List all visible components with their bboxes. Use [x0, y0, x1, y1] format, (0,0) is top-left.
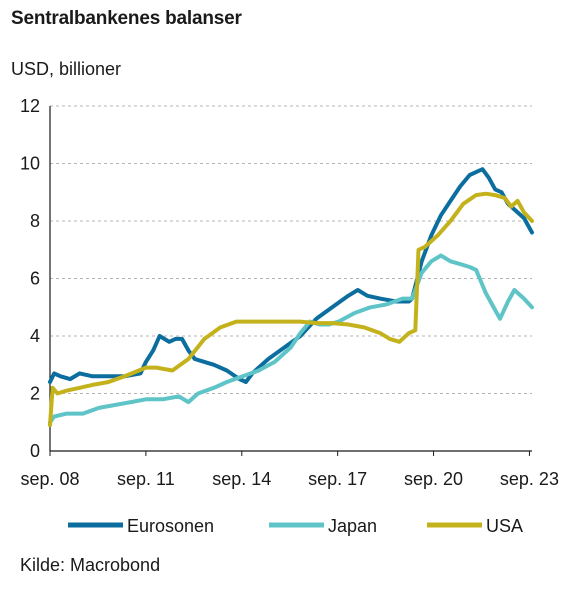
- legend-label-japan: Japan: [328, 516, 377, 536]
- y-tick-label: 8: [30, 211, 40, 231]
- y-tick-label: 4: [30, 326, 40, 346]
- legend-label-eurosonen: Eurosonen: [127, 516, 214, 536]
- y-tick-label: 0: [30, 441, 40, 461]
- legend-label-usa: USA: [486, 516, 523, 536]
- y-tick-label: 10: [20, 154, 40, 174]
- y-tick-label: 2: [30, 384, 40, 404]
- source-note: Kilde: Macrobond: [20, 555, 161, 575]
- x-tick-label: sep. 20: [404, 469, 463, 489]
- y-axis-unit-label: USD, billioner: [11, 59, 122, 79]
- y-tick-label: 6: [30, 269, 40, 289]
- series-line-japan: [48, 253, 534, 425]
- x-tick-label: sep. 11: [117, 469, 175, 489]
- x-tick-label: sep. 08: [20, 469, 79, 489]
- chart-title: Sentralbankenes balanser: [11, 8, 242, 29]
- x-tick-label: sep. 17: [308, 469, 367, 489]
- x-tick-label: sep. 23: [500, 469, 559, 489]
- series-line-eurosonen: [48, 167, 534, 384]
- x-tick-label: sep. 14: [212, 469, 271, 489]
- series-line-usa: [48, 191, 534, 428]
- y-tick-label: 12: [20, 96, 40, 116]
